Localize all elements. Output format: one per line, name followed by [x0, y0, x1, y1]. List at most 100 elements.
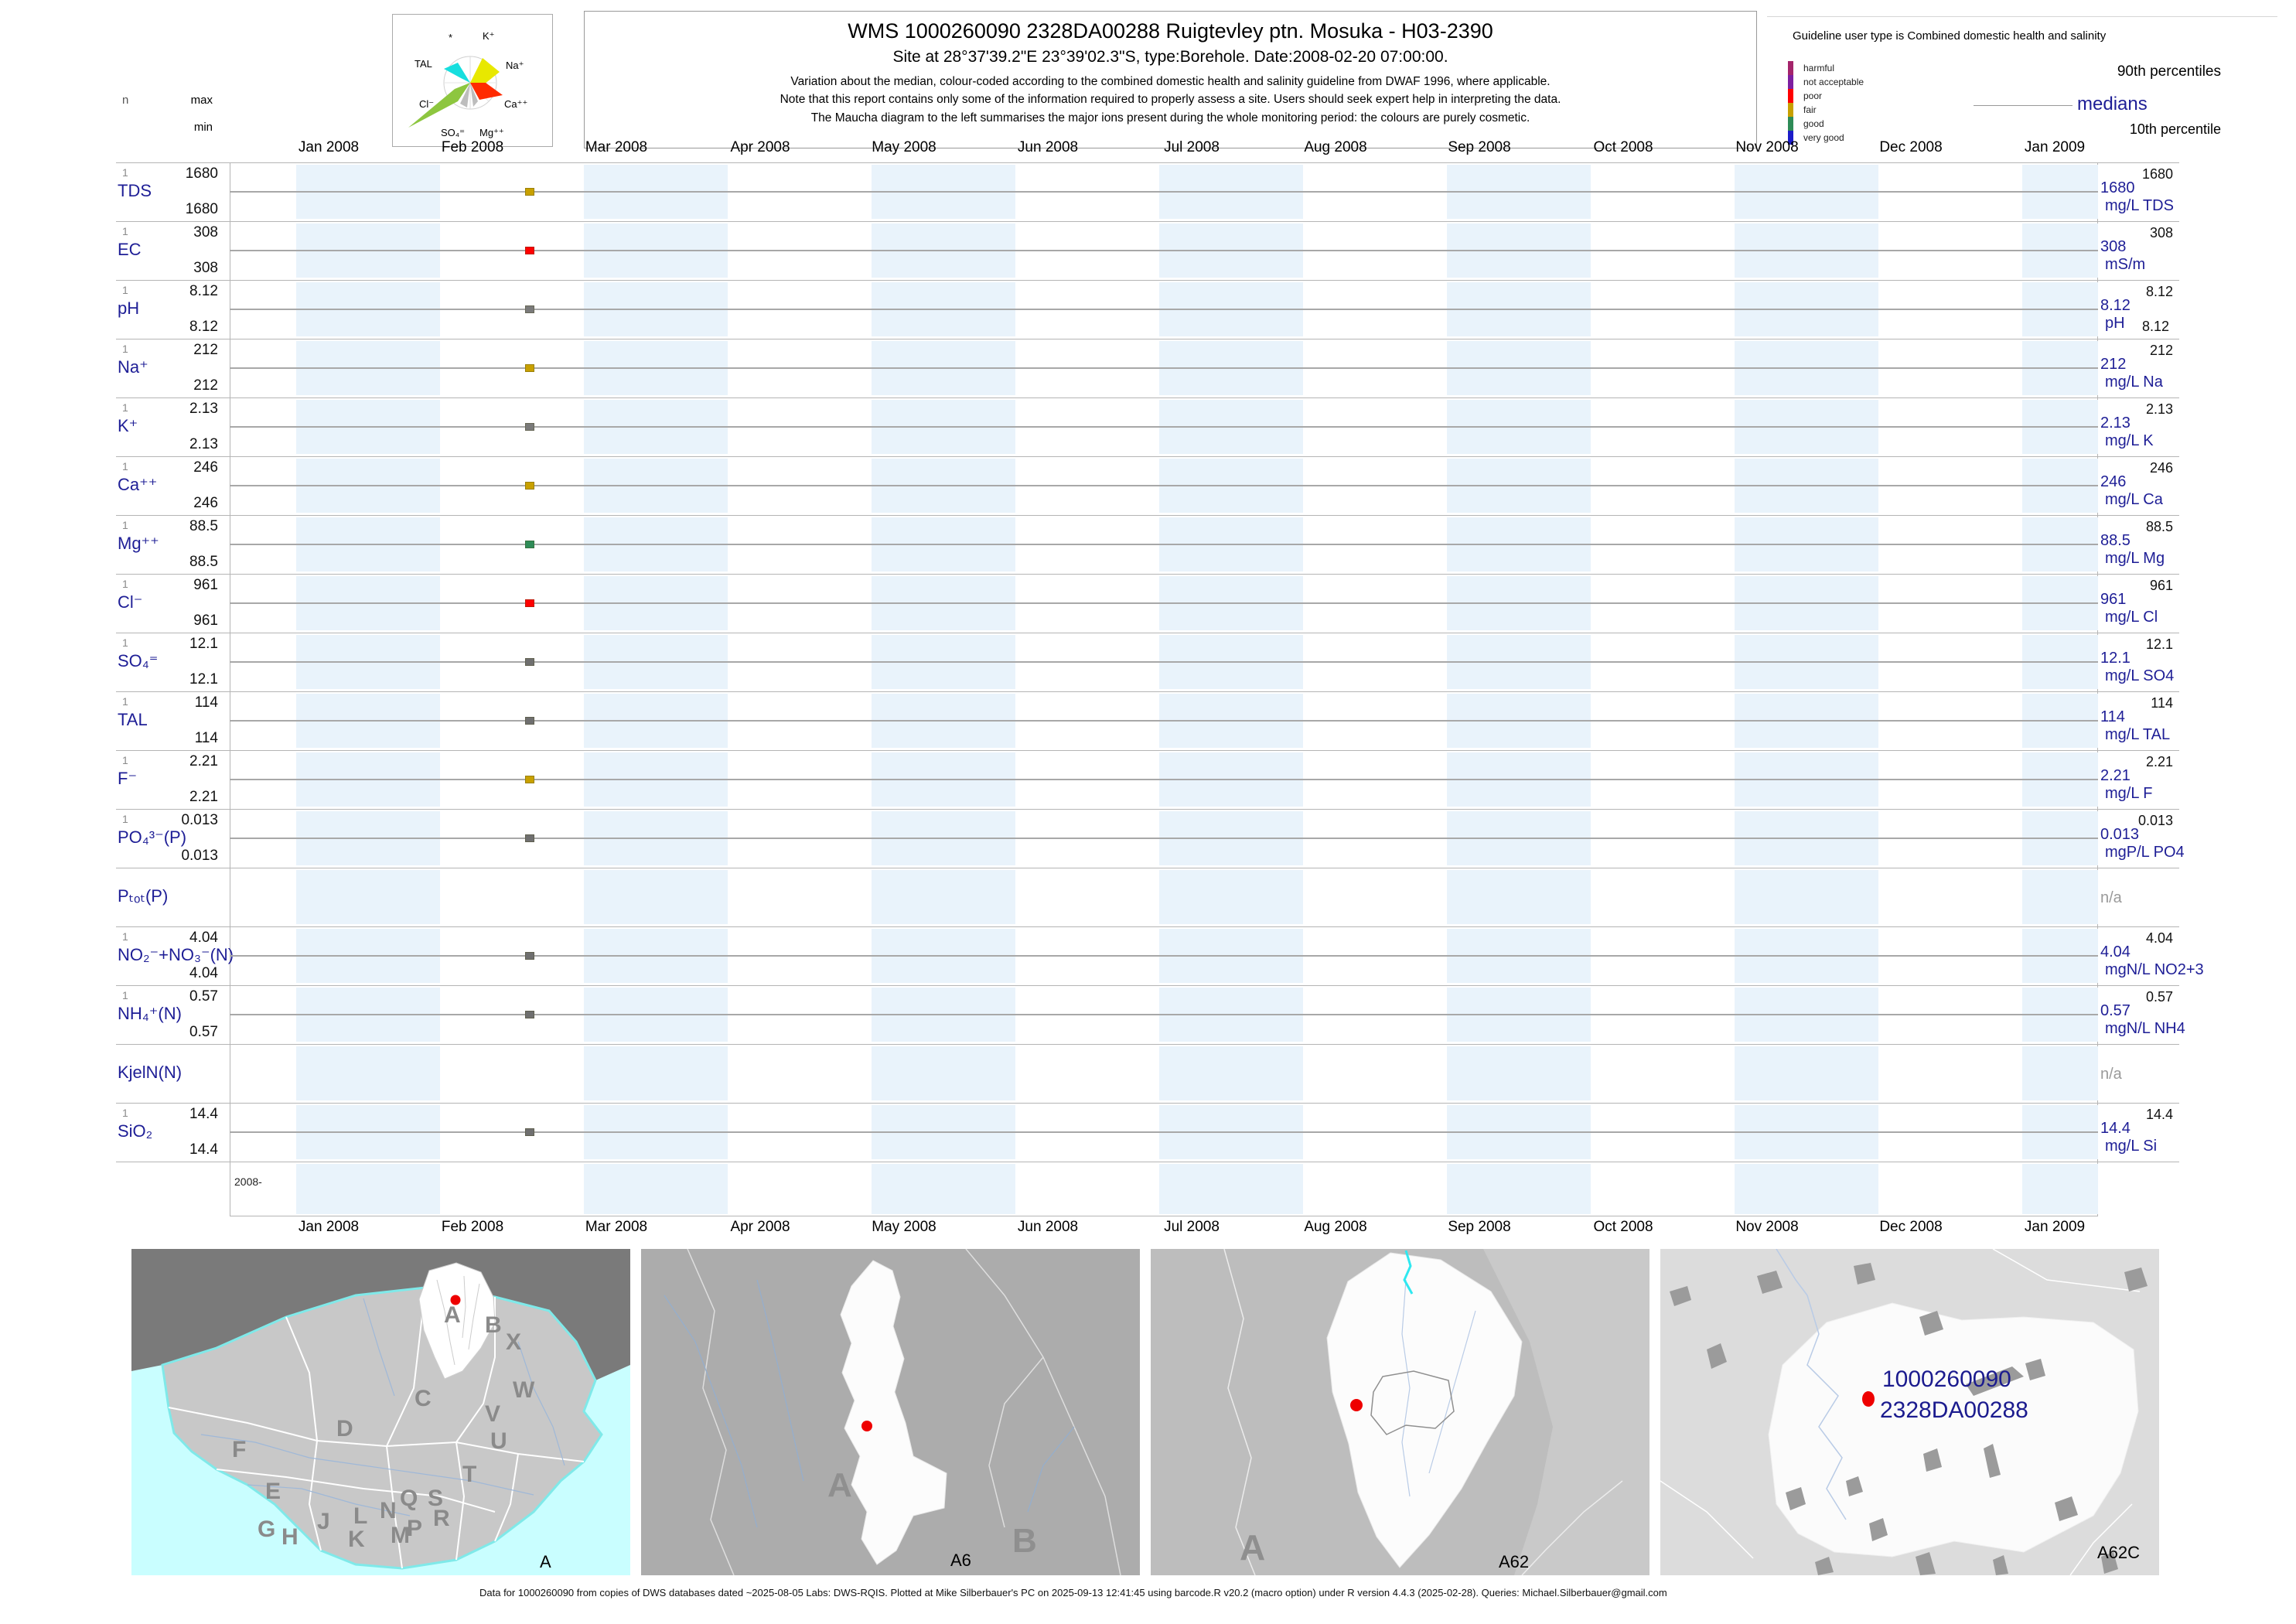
panel4-label: A62C: [2097, 1543, 2140, 1562]
maucha-svg: * K⁺ TAL Na⁺ Cl⁻ Ca⁺⁺ SO₄⁼ Mg⁺⁺: [408, 30, 527, 138]
map4-stream: [1776, 1248, 1847, 1520]
median-value: 114: [2100, 708, 2125, 725]
map2-boundaries: [687, 1248, 1121, 1576]
month-label-top-9: Oct 2008: [1593, 139, 1653, 155]
n-value: 1: [122, 754, 128, 766]
sample-marker: [525, 482, 534, 490]
month-band: [872, 1046, 1015, 1100]
month-band: [296, 870, 440, 924]
p90-value: 212: [2149, 343, 2173, 358]
region-letter-W: W: [513, 1377, 535, 1403]
p90-value: 4.04: [2145, 930, 2173, 946]
rivers: [200, 1298, 565, 1517]
region-letter-A: A: [444, 1302, 461, 1328]
sample-marker: [525, 1011, 534, 1018]
sample-marker: [525, 423, 534, 431]
p90-value: 308: [2149, 225, 2173, 241]
legend-swatch-not-acceptable: [1788, 75, 1793, 89]
guideline-user-type: Guideline user type is Combined domestic…: [1793, 29, 2107, 43]
region-letter-T: T: [462, 1462, 476, 1487]
p90-value: 0.57: [2145, 989, 2173, 1005]
median-value: 961: [2100, 591, 2127, 608]
unit-label: mg/L Mg: [2105, 550, 2165, 567]
median-value: 212: [2100, 356, 2127, 373]
month-label-bottom-11: Dec 2008: [1879, 1219, 1943, 1235]
max-value: 4.04: [189, 930, 218, 946]
p90-value: 114: [2151, 695, 2173, 711]
unit-label: mg/L TDS: [2105, 197, 2174, 214]
sample-marker: [525, 364, 534, 372]
month-label-bottom-9: Oct 2008: [1593, 1219, 1653, 1235]
median-value: 246: [2100, 473, 2127, 490]
month-label-top-8: Sep 2008: [1448, 139, 1511, 155]
month-label-top-10: Nov 2008: [1735, 139, 1799, 155]
param-row-14: NO₂⁻+NO₃⁻(N) 1 4.04 4.04 4.04 4.04 mgN/L NO2+3: [0, 926, 2296, 985]
median-value: 12.1: [2100, 650, 2131, 667]
max-value: 0.57: [189, 988, 218, 1005]
median-line: [230, 1131, 2098, 1133]
legend-label-not-acceptable: not acceptable: [1803, 77, 1864, 87]
p90-value: 14.4: [2145, 1107, 2173, 1122]
n-value: 1: [122, 343, 128, 355]
median-line: [230, 309, 2098, 310]
n-value: 1: [122, 1107, 128, 1119]
region-letter-K: K: [348, 1527, 365, 1552]
max-value: 961: [193, 577, 218, 593]
region-letter-G: G: [258, 1517, 275, 1542]
month-label-top-1: Feb 2008: [441, 139, 504, 155]
year-axis-label: 2008-: [234, 1175, 262, 1188]
param-row-6: Ca⁺⁺ 1 246 246 246 246 mg/L Ca: [0, 456, 2296, 515]
param-row-15: NH₄⁺(N) 1 0.57 0.57 0.57 0.57 mgN/L NH4: [0, 985, 2296, 1044]
row-divider: [116, 750, 2179, 751]
maucha-ca-wedge: [470, 83, 503, 100]
n-value: 1: [122, 636, 128, 649]
map3-rivers: [1401, 1279, 1476, 1497]
legend-swatch-fair: [1788, 103, 1793, 117]
median-legend-label: medians: [2077, 94, 2148, 114]
region-letter-A: A: [827, 1466, 852, 1504]
p90-value: 246: [2149, 460, 2173, 476]
min-value: 0.013: [181, 848, 218, 864]
map-panel-primary-drainage: A B A6: [641, 1248, 1140, 1576]
month-label-bottom-4: May 2008: [872, 1219, 936, 1235]
min-value: 2.13: [189, 436, 218, 452]
n-value: 1: [122, 578, 128, 590]
param-label: F⁻: [118, 769, 138, 788]
month-label-top-6: Jul 2008: [1164, 139, 1220, 155]
month-band: [1159, 1164, 1303, 1214]
month-band: [1447, 1046, 1591, 1100]
sample-marker: [525, 305, 534, 313]
unit-label: mgN/L NO2+3: [2105, 961, 2204, 978]
median-value: 88.5: [2100, 532, 2131, 549]
param-row-3: pH 1 8.12 8.12 8.12 8.12 pH 8.12: [0, 280, 2296, 339]
p90-legend-label: 90th percentiles: [2117, 63, 2221, 80]
month-band: [584, 870, 728, 924]
trailing-strip: 2008-: [0, 1162, 2296, 1216]
median-value: 14.4: [2100, 1120, 2131, 1137]
catchment-a62c: [1768, 1302, 2139, 1557]
max-value: 0.013: [181, 812, 218, 828]
median-value: 4.04: [2100, 943, 2131, 960]
region-letter-H: H: [281, 1524, 299, 1550]
month-band: [584, 1046, 728, 1100]
unit-label: mg/L TAL: [2105, 726, 2171, 743]
na-label: n/a: [2100, 1066, 2122, 1083]
region-letter-V: V: [485, 1401, 500, 1427]
month-label-bottom-8: Sep 2008: [1448, 1219, 1511, 1235]
month-label-top-2: Mar 2008: [585, 139, 648, 155]
footer-text: Data for 1000260090 from copies of DWS d…: [479, 1587, 1667, 1598]
n-value: 1: [122, 695, 128, 708]
neighbor-region: [131, 1249, 630, 1380]
row-divider: [116, 985, 2179, 986]
month-band: [1159, 870, 1303, 924]
map2-rivers: [664, 1279, 1075, 1528]
param-label: SiO₂: [118, 1121, 153, 1141]
sample-marker: [525, 776, 534, 783]
median-line: [230, 426, 2098, 428]
n-value: 1: [122, 930, 128, 943]
median-line: [230, 250, 2098, 251]
subcatchment-outline: [1370, 1370, 1455, 1435]
maucha-tal-wedge: [444, 63, 470, 83]
